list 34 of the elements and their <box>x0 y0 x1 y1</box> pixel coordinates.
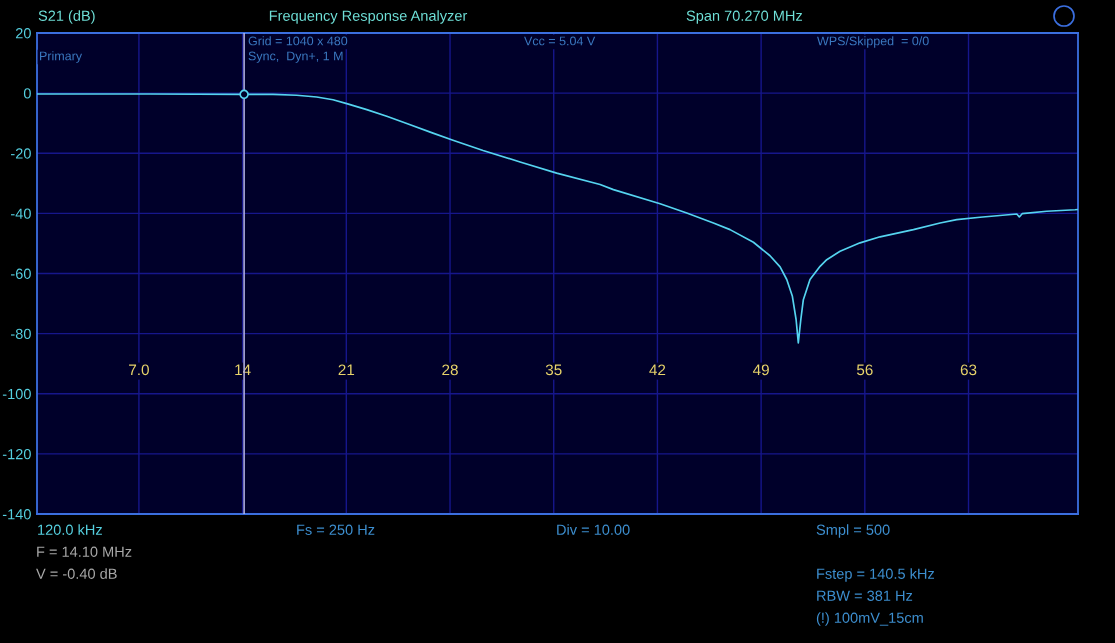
y-tick-label: -20 <box>11 148 31 159</box>
y-tick-label: 0 <box>23 88 31 99</box>
annotation: Primary <box>40 51 83 63</box>
y-tick-label: -80 <box>11 328 31 340</box>
y-axis-title: S21 (dB) <box>38 10 95 24</box>
y-tick-label: -100 <box>2 388 31 400</box>
x-tick-label: 7.0 <box>129 364 149 376</box>
y-tick-label: -120 <box>2 448 31 460</box>
y-tick-label: -140 <box>2 509 31 520</box>
x-tick-label: 35 <box>545 364 562 376</box>
x-tick-label: 56 <box>856 364 873 376</box>
x-tick-label: 42 <box>649 364 666 376</box>
text: Fstep = 140.5 kHz <box>817 568 935 582</box>
text: Div = 10.00 <box>557 524 630 535</box>
y-tick-label: -60 <box>11 268 31 279</box>
text: Span 70.270 MHz <box>686 10 803 24</box>
annotation: WPS/Skipped = 0/0 <box>817 36 929 48</box>
annotation: Grid = 1040 x 480 <box>248 36 348 46</box>
x-tick-label: 21 <box>338 364 355 376</box>
x-tick-label: 49 <box>752 364 769 376</box>
annotation: Sync, Dyn+, 1 M <box>248 51 343 63</box>
x-tick-label: 28 <box>442 364 458 376</box>
y-tick-label: 20 <box>15 28 31 39</box>
text: RBW = 381 Hz <box>817 590 913 601</box>
x-tick-label: 63 <box>960 364 977 376</box>
y-tick-label: -40 <box>11 208 31 219</box>
annotation: Vcc = 5.04 V <box>524 36 596 46</box>
chart-title: Frequency Response Analyzer <box>269 10 468 24</box>
text: 120.0 kHz <box>38 524 102 535</box>
text: (!) 100mV_15cm <box>816 612 923 626</box>
text: F = 14.10 MHz <box>37 546 132 557</box>
text: Fs = 250 Hz <box>297 524 375 535</box>
text: V = -0.40 dB <box>36 568 117 579</box>
text: Smpl = 500 <box>816 524 890 538</box>
